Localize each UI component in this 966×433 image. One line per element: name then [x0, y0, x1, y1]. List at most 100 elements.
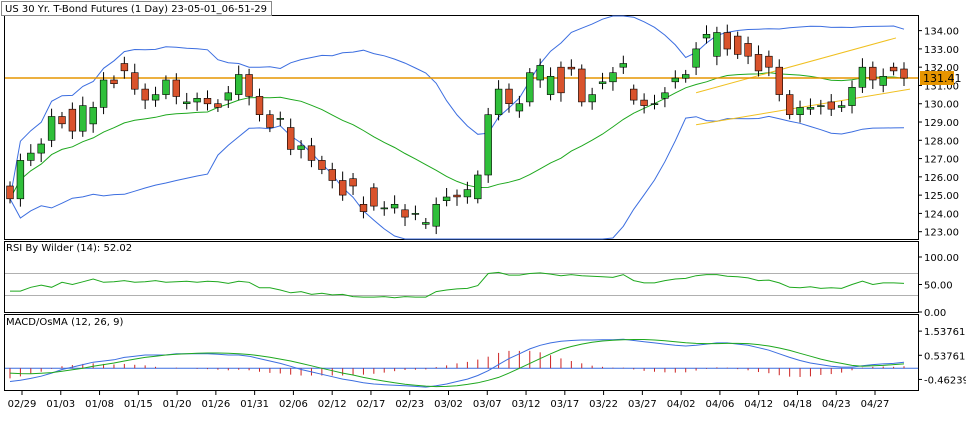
candle-body	[37, 143, 45, 154]
rsi-label: RSI By Wilder (14): 52.02	[6, 243, 132, 254]
price-candle	[141, 83, 149, 110]
price-tick-label: 129.00	[924, 118, 959, 129]
trend-channel-lower	[696, 88, 911, 126]
candle-body	[702, 33, 711, 39]
x-tick-label: 04/06	[705, 399, 734, 410]
price-candle	[203, 90, 212, 111]
price-candle	[702, 25, 711, 44]
candle-body	[328, 169, 336, 181]
price-panel-frame	[4, 15, 919, 240]
price-candle	[900, 62, 908, 87]
price-candle	[47, 108, 56, 148]
price-candle	[889, 62, 898, 76]
price-candle	[422, 217, 430, 229]
price-candle	[328, 162, 336, 189]
price-tick-label: 128.00	[924, 136, 959, 147]
price-candle	[338, 171, 347, 201]
x-tick-label: 02/23	[395, 399, 424, 410]
price-candle	[307, 137, 316, 168]
price-candle	[765, 50, 773, 77]
x-tick-label: 04/18	[783, 399, 812, 410]
price-plot	[5, 15, 918, 240]
price-candle	[235, 65, 243, 101]
price-candle	[619, 55, 628, 74]
price-candle	[266, 110, 274, 133]
candle-body	[193, 98, 201, 103]
last-price-tag: 131.41	[920, 71, 962, 85]
candle-body	[681, 74, 690, 79]
candle-body	[588, 94, 596, 103]
price-candle	[578, 64, 586, 107]
candle-body	[6, 185, 14, 200]
candle-body	[120, 63, 129, 72]
candle-body	[889, 66, 898, 72]
candle-body	[713, 32, 721, 57]
candle-body	[723, 32, 732, 50]
price-tick-label: 131.00	[924, 81, 959, 92]
candle-body	[785, 94, 794, 115]
candle-body	[484, 114, 492, 176]
candle-body	[286, 127, 295, 150]
macd-series-line	[9, 338, 905, 388]
x-tick-label: 04/23	[822, 399, 851, 410]
candle-body	[629, 88, 638, 101]
candle-body	[817, 105, 825, 107]
rsi-tick-label: 0.00	[924, 308, 946, 319]
price-candle	[390, 195, 399, 214]
candle-body	[380, 207, 388, 210]
candle-body	[515, 103, 524, 112]
candle-body	[58, 116, 66, 125]
price-tick-label: 123.00	[924, 228, 959, 239]
price-tick-label: 132.00	[924, 63, 959, 74]
price-candle	[806, 98, 815, 115]
price-candle	[837, 100, 846, 112]
candle-body	[557, 66, 565, 94]
price-candle	[79, 96, 87, 137]
candle-body	[245, 74, 253, 97]
price-candle	[276, 111, 284, 127]
candle-body	[27, 152, 35, 161]
candle-body	[411, 213, 420, 215]
candle-body	[837, 105, 846, 108]
candle-body	[609, 72, 617, 83]
price-candle	[858, 58, 867, 93]
candle-body	[567, 66, 576, 70]
candle-body	[203, 98, 212, 105]
candle-body	[775, 66, 784, 95]
price-candle	[183, 92, 191, 110]
candle-body	[79, 105, 87, 132]
x-tick-label: 03/02	[434, 399, 463, 410]
rsi-panel-frame	[4, 241, 919, 313]
price-candle	[68, 102, 77, 140]
price-candle	[120, 56, 129, 79]
price-candle	[193, 92, 201, 111]
candle-body	[474, 174, 482, 200]
candle-body	[99, 79, 108, 108]
candle-body	[390, 204, 399, 209]
price-tick-label: 127.00	[924, 155, 959, 166]
price-candle	[463, 181, 472, 204]
price-candle	[869, 61, 877, 89]
rsi-tick-label: 100.00	[924, 253, 959, 264]
price-candle	[567, 59, 576, 76]
candle-body	[505, 88, 513, 104]
x-tick-label: 02/12	[318, 399, 347, 410]
price-candle	[775, 59, 784, 102]
candle-body	[401, 209, 409, 218]
price-candle	[37, 138, 45, 163]
candle-body	[879, 76, 887, 86]
candle-body	[796, 107, 804, 116]
price-candle	[629, 84, 638, 105]
macd-tick-label: -0.46239	[924, 375, 966, 386]
candle-body	[900, 68, 908, 79]
price-candle	[484, 107, 492, 183]
price-candle	[131, 63, 139, 95]
macd-tick-label: 0.53761	[924, 351, 965, 362]
x-tick-label: 01/15	[124, 399, 153, 410]
x-tick-label: 03/07	[473, 399, 502, 410]
candle-body	[214, 103, 222, 108]
x-tick-label: 01/26	[201, 399, 230, 410]
price-candle	[151, 86, 160, 107]
price-candle	[359, 196, 368, 219]
candle-body	[578, 68, 586, 103]
